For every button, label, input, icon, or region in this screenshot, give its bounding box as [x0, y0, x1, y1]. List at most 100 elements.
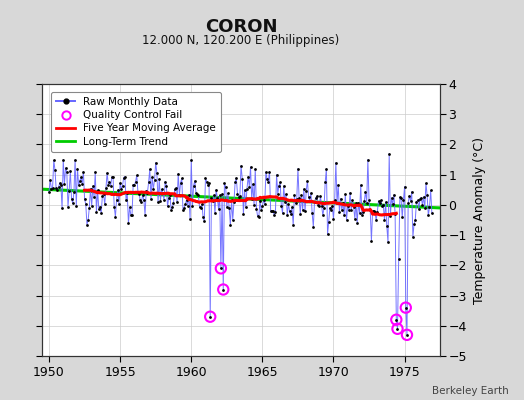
Point — [264, 178, 272, 185]
Point — [187, 156, 195, 163]
Point — [234, 194, 243, 200]
Point — [290, 192, 299, 198]
Point — [419, 194, 428, 200]
Point — [166, 192, 174, 199]
Point — [307, 190, 315, 196]
Point — [109, 174, 117, 180]
Point — [414, 205, 423, 212]
Point — [175, 192, 183, 198]
Point — [389, 201, 397, 208]
Point — [257, 206, 265, 213]
Point — [181, 201, 190, 208]
Point — [365, 197, 373, 204]
Point — [294, 166, 302, 172]
Point — [103, 170, 111, 176]
Point — [241, 186, 249, 193]
Point — [102, 185, 110, 191]
Point — [142, 188, 150, 194]
Point — [133, 172, 141, 179]
Point — [409, 234, 417, 240]
Point — [82, 201, 90, 208]
Point — [219, 286, 227, 293]
Point — [236, 193, 244, 199]
Point — [351, 216, 359, 222]
Point — [217, 265, 225, 272]
Point — [58, 205, 66, 212]
Point — [302, 188, 310, 194]
Point — [68, 196, 76, 202]
Point — [385, 150, 394, 157]
Point — [361, 188, 369, 195]
Point — [268, 208, 276, 214]
Point — [377, 197, 385, 203]
Point — [180, 204, 188, 211]
Point — [206, 314, 214, 320]
Point — [394, 326, 402, 332]
Point — [303, 178, 312, 184]
Point — [356, 182, 365, 188]
Point — [107, 174, 116, 180]
Point — [354, 200, 363, 206]
Point — [421, 205, 429, 212]
Point — [289, 222, 298, 228]
Point — [92, 209, 101, 215]
Point — [80, 196, 89, 202]
Point — [155, 176, 163, 182]
Point — [320, 205, 328, 211]
Point — [238, 176, 246, 182]
Point — [247, 196, 256, 202]
Point — [223, 203, 231, 210]
Point — [45, 188, 53, 195]
Point — [262, 169, 270, 175]
Point — [75, 178, 84, 184]
Point — [48, 185, 57, 191]
Point — [328, 203, 336, 209]
Point — [387, 194, 396, 201]
Point — [371, 209, 379, 216]
Point — [61, 165, 70, 171]
Point — [215, 192, 224, 198]
Point — [324, 218, 333, 225]
Point — [256, 198, 264, 204]
Point — [254, 213, 262, 220]
Point — [219, 286, 227, 293]
Point — [152, 170, 161, 176]
Point — [249, 181, 257, 188]
Point — [345, 207, 353, 213]
Point — [406, 198, 414, 204]
Point — [403, 332, 411, 338]
Point — [392, 316, 400, 323]
Point — [267, 208, 275, 214]
Point — [161, 178, 169, 185]
Point — [366, 207, 375, 214]
Point — [265, 168, 274, 175]
Point — [368, 208, 377, 214]
Point — [179, 207, 187, 213]
Point — [190, 182, 198, 189]
Point — [85, 204, 93, 211]
Point — [278, 210, 287, 216]
Point — [111, 214, 119, 220]
Point — [195, 204, 204, 210]
Point — [200, 218, 209, 224]
Point — [315, 203, 323, 210]
Point — [333, 200, 341, 206]
Point — [211, 210, 219, 216]
Point — [88, 203, 96, 209]
Point — [378, 202, 386, 209]
Point — [259, 197, 268, 203]
Point — [143, 190, 151, 196]
Point — [372, 217, 380, 223]
Point — [374, 198, 383, 204]
Point — [226, 222, 235, 228]
Point — [72, 203, 81, 209]
Point — [348, 197, 357, 204]
Point — [390, 191, 398, 198]
Point — [154, 199, 162, 206]
Point — [276, 179, 285, 186]
Point — [116, 180, 124, 186]
Point — [184, 192, 193, 198]
Point — [379, 202, 387, 208]
Point — [405, 193, 413, 199]
Point — [73, 166, 82, 172]
